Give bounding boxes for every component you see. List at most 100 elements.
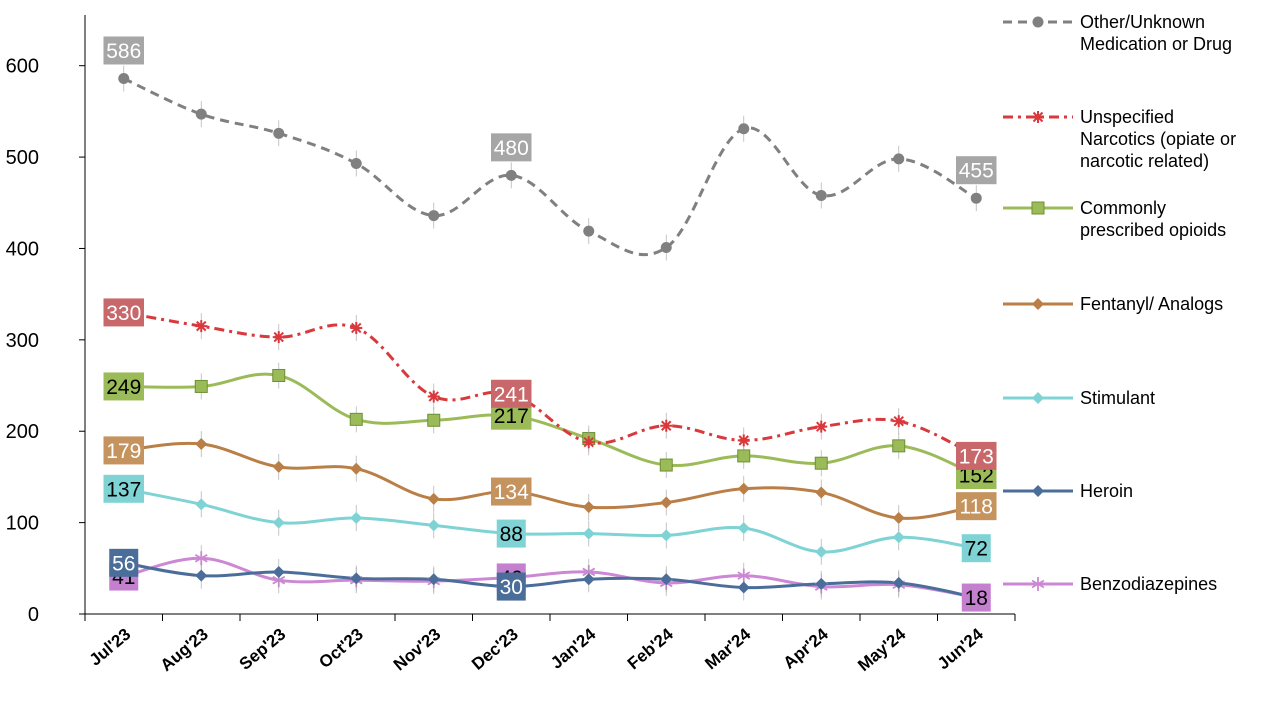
series-line — [123, 77, 977, 257]
x-tick-label: Aug'23 — [157, 625, 212, 676]
data-label-bg — [956, 492, 997, 521]
y-tick-label: 100 — [6, 513, 39, 535]
y-tick-label: 200 — [6, 421, 39, 443]
data-label: 330 — [106, 302, 141, 325]
series-point — [815, 545, 828, 558]
series-point — [272, 516, 285, 529]
legend-label: Benzodiazepines — [1080, 574, 1217, 594]
series-point — [273, 127, 285, 139]
data-label-bg — [496, 519, 526, 548]
series-point — [272, 331, 285, 344]
data-label: 88 — [500, 523, 523, 546]
series-point — [892, 439, 906, 453]
series-point — [427, 390, 440, 403]
legend-swatch-marker — [1032, 298, 1044, 310]
data-label-bg — [109, 548, 139, 577]
series-point — [505, 169, 517, 181]
x-tick-label: Sep'23 — [236, 625, 290, 674]
x-tick-label: Oct'23 — [315, 625, 367, 673]
data-label: 455 — [959, 160, 994, 183]
data-label-bg — [491, 477, 532, 506]
series-point — [660, 529, 673, 542]
legend-label: Other/Unknown Medication or Drug — [1080, 12, 1232, 54]
series-point — [582, 436, 595, 449]
series-point — [583, 225, 595, 237]
series-point — [195, 320, 208, 333]
data-label-bg — [103, 474, 144, 503]
x-tick-label: Feb'24 — [624, 624, 677, 673]
series-point — [350, 321, 363, 334]
x-tick-label: Mar'24 — [701, 624, 754, 673]
series-point — [350, 462, 363, 475]
x-tick-label: Apr'24 — [780, 624, 833, 672]
legend-label: Heroin — [1080, 481, 1133, 501]
legend-swatch-marker — [1032, 392, 1044, 404]
data-label: 217 — [494, 405, 529, 428]
x-tick-label: May'24 — [854, 624, 910, 675]
series-point — [118, 72, 130, 84]
data-label: 137 — [106, 478, 141, 501]
series-point — [660, 419, 673, 432]
series-point — [659, 458, 673, 472]
legend-swatch-marker — [1031, 577, 1045, 591]
data-label-bg — [103, 36, 144, 65]
data-label: 173 — [959, 445, 994, 468]
data-label-bg — [961, 583, 991, 612]
series-point — [350, 157, 362, 169]
series-point — [195, 498, 208, 511]
data-label-bg — [103, 436, 144, 465]
data-label-bg — [491, 133, 532, 162]
y-tick-label: 600 — [6, 56, 39, 78]
series-point — [582, 573, 595, 586]
series-point — [660, 573, 673, 586]
series-point — [428, 210, 440, 222]
data-label: 134 — [494, 481, 529, 504]
series-point — [737, 482, 750, 495]
series-point — [815, 577, 828, 590]
series-point — [195, 438, 208, 451]
series-point — [892, 576, 905, 589]
legend-label: Fentanyl/ Analogs — [1080, 294, 1223, 314]
data-label: 56 — [112, 552, 135, 575]
data-label: 241 — [494, 383, 529, 406]
x-tick-label: Jan'24 — [547, 624, 600, 672]
data-label-bg — [103, 298, 144, 327]
data-label: 249 — [106, 376, 141, 399]
series-point — [272, 368, 286, 382]
series-point — [195, 569, 208, 582]
series-point — [427, 492, 440, 505]
series-line — [123, 372, 977, 477]
series-point — [815, 189, 827, 201]
data-label: 152 — [959, 465, 994, 488]
data-label-bg — [956, 441, 997, 470]
series-line — [123, 441, 977, 520]
series-point — [349, 412, 363, 426]
series-point — [970, 192, 982, 204]
legend-label: Stimulant — [1080, 388, 1155, 408]
data-label: 18 — [965, 587, 988, 610]
data-label-bg — [496, 572, 526, 601]
legend-label: Commonly prescribed opioids — [1080, 198, 1226, 240]
series-point — [582, 501, 595, 514]
data-label: 118 — [960, 496, 993, 519]
data-label-bg — [491, 379, 532, 408]
series-point — [893, 153, 905, 165]
series-point — [892, 531, 905, 544]
series-point — [814, 456, 828, 470]
x-tick-label: Nov'23 — [390, 625, 444, 675]
series-point — [427, 413, 441, 427]
y-tick-label: 300 — [6, 330, 39, 352]
series-point — [195, 108, 207, 120]
legend-swatch-marker — [1032, 111, 1044, 123]
series-group — [117, 65, 983, 611]
y-tick-label: 500 — [6, 147, 39, 169]
series-point — [815, 486, 828, 499]
series-line — [123, 561, 977, 600]
data-label: 72 — [965, 538, 988, 561]
series-point — [350, 572, 363, 585]
data-label-bg — [956, 156, 997, 185]
series-point — [737, 434, 750, 447]
series-point — [737, 522, 750, 535]
data-label: 30 — [500, 576, 523, 599]
